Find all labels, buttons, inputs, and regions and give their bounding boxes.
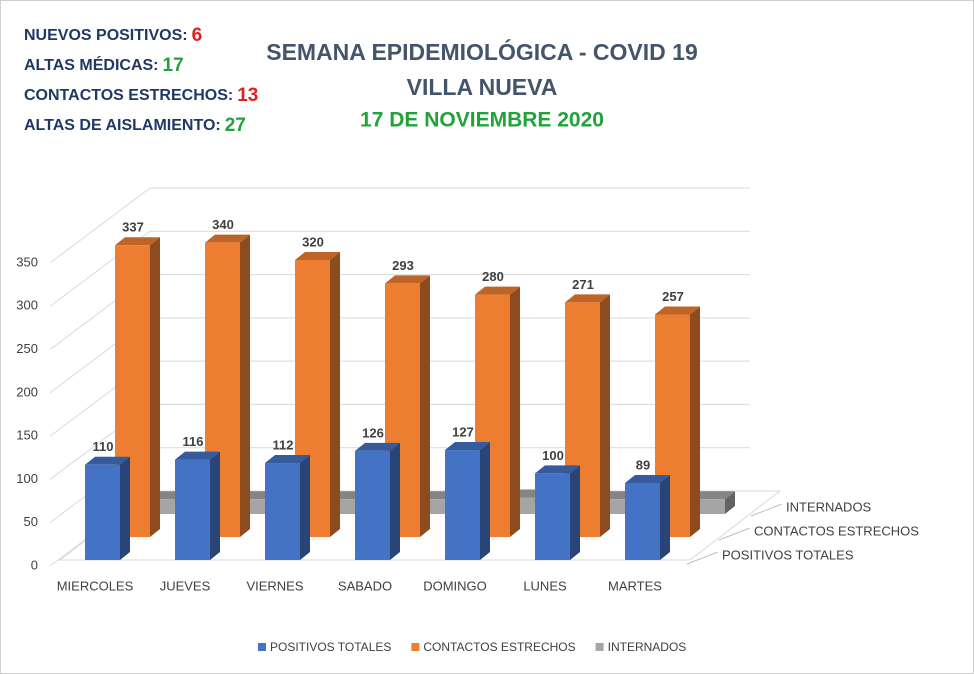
y-tick-label: 50: [24, 514, 38, 529]
x-tick-label: DOMINGO: [423, 578, 487, 593]
stat-value: 17: [163, 55, 184, 76]
value-label: 116: [183, 434, 204, 449]
bar: [355, 450, 390, 560]
x-tick-label: SABADO: [338, 578, 392, 593]
stat: ALTAS MÉDICAS: 17: [24, 55, 184, 76]
value-label: 280: [482, 269, 504, 284]
depth-label: INTERNADOS: [786, 499, 872, 514]
bar-side: [570, 465, 580, 560]
value-label: 100: [542, 448, 564, 463]
value-label: 127: [452, 424, 474, 439]
legend-label: POSITIVOS TOTALES: [270, 640, 391, 654]
bar-top: [85, 456, 130, 465]
bar-side: [210, 451, 220, 560]
bar: [445, 450, 480, 560]
bar-top: [385, 275, 430, 284]
bar-top: [115, 237, 160, 246]
bar-side: [510, 286, 520, 537]
stat: CONTACTOS ESTRECHOS: 13: [24, 85, 258, 106]
bar-top: [475, 286, 520, 295]
stat: ALTAS DE AISLAMIENTO: 27: [24, 115, 246, 136]
bar-top: [295, 251, 340, 260]
stat-label: NUEVOS POSITIVOS:: [24, 27, 188, 44]
bar-top: [205, 234, 250, 243]
legend-label: INTERNADOS: [608, 640, 687, 654]
stat-value: 6: [192, 25, 203, 46]
value-label: 293: [392, 258, 414, 273]
y-tick-label: 100: [16, 471, 38, 486]
bar-side: [240, 234, 250, 537]
bar: [85, 464, 120, 560]
value-label: 110: [93, 439, 114, 454]
bar-side: [725, 491, 735, 514]
value-label: 257: [662, 289, 684, 304]
legend-swatch: [595, 643, 604, 651]
bar-top: [535, 465, 580, 474]
bar-top: [655, 306, 700, 315]
bar-side: [120, 456, 130, 560]
bar-top: [175, 451, 220, 460]
value-label: 337: [122, 220, 144, 235]
depth-tick: [718, 527, 751, 541]
value-label: 340: [212, 217, 234, 232]
bar-top: [625, 474, 670, 483]
value-label: 126: [362, 425, 384, 440]
bar-top: [355, 442, 400, 451]
stat: NUEVOS POSITIVOS: 6: [24, 25, 202, 46]
bar: [625, 482, 660, 560]
x-tick-label: VIERNES: [246, 578, 303, 593]
stat-label: ALTAS DE AISLAMIENTO:: [24, 117, 221, 134]
y-tick-label: 0: [31, 557, 38, 572]
legend-swatch: [411, 643, 420, 651]
bar-side: [690, 306, 700, 537]
depth-label: POSITIVOS TOTALES: [722, 547, 854, 562]
y-tick-label: 350: [16, 254, 38, 269]
chart-title: SEMANA EPIDEMIOLÓGICA - COVID 19: [266, 38, 698, 65]
y-tick-label: 150: [16, 428, 38, 443]
depth-tick: [750, 503, 783, 517]
value-label: 89: [636, 457, 650, 472]
x-tick-label: MARTES: [608, 578, 662, 593]
depth-label: CONTACTOS ESTRECHOS: [754, 523, 919, 538]
bar-side: [330, 251, 340, 537]
y-tick-label: 250: [16, 341, 38, 356]
stat-value: 13: [237, 85, 258, 106]
bar-side: [660, 474, 670, 560]
y-tick-label: 200: [16, 384, 38, 399]
grid-line: [49, 187, 151, 264]
chart-subtitle: VILLA NUEVA: [407, 74, 558, 100]
stat-label: ALTAS MÉDICAS:: [24, 55, 159, 74]
stat-value: 27: [225, 115, 246, 136]
stat-label: CONTACTOS ESTRECHOS:: [24, 87, 233, 104]
bar-side: [600, 294, 610, 537]
legend-label: CONTACTOS ESTRECHOS: [423, 640, 575, 654]
bar-side: [390, 442, 400, 560]
bar: [535, 473, 570, 560]
x-tick-label: MIERCOLES: [57, 578, 134, 593]
value-label: 112: [273, 437, 294, 452]
bar: [175, 459, 210, 560]
value-label: 271: [572, 277, 594, 292]
bar-top: [265, 455, 310, 464]
value-label: 320: [302, 234, 324, 249]
chart-date: 17 DE NOVIEMBRE 2020: [360, 109, 604, 132]
y-tick-label: 300: [16, 298, 38, 313]
x-tick-label: LUNES: [523, 578, 567, 593]
bar-top: [565, 294, 610, 303]
bar-top: [445, 442, 490, 451]
bar: [265, 463, 300, 560]
depth-tick: [686, 551, 719, 565]
bar-side: [480, 442, 490, 560]
x-tick-label: JUEVES: [160, 578, 211, 593]
bar-side: [420, 275, 430, 537]
bar-side: [150, 237, 160, 538]
bar-side: [300, 455, 310, 560]
legend-swatch: [258, 643, 266, 651]
